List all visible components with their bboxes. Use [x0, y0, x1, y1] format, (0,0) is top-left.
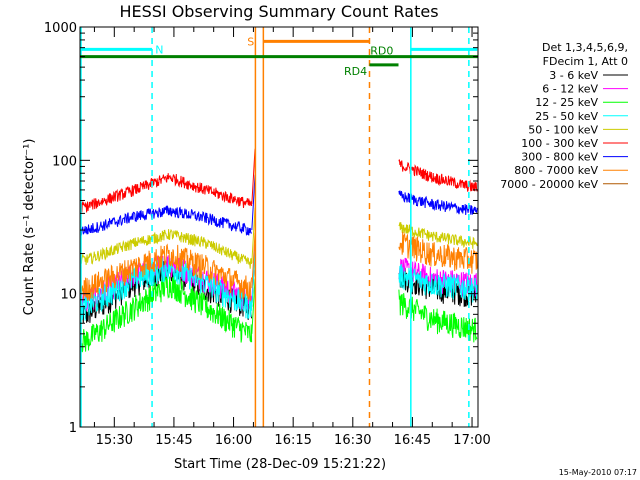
series-line-rise — [251, 148, 256, 205]
series-line-post — [398, 289, 478, 343]
series-line-post — [398, 190, 478, 216]
legend-label: 100 - 300 keV — [521, 137, 598, 150]
legend-header-1: Det 1,3,4,5,6,9, — [542, 41, 628, 54]
flag-label: RD4 — [344, 65, 367, 78]
x-tick-label: 15:45 — [155, 433, 192, 448]
series-line-post — [398, 264, 478, 303]
footer-timestamp: 15-May-2010 07:17 — [559, 468, 637, 477]
legend-label: 800 - 7000 keV — [514, 164, 598, 177]
axes-layer: 15:30 15:45 16:00 16:15 16:30 16:45 17:00 1 10 10… — [44, 21, 491, 448]
series-group — [79, 148, 478, 213]
series-line-pre — [79, 243, 253, 302]
x-tick-label: 16:00 — [215, 433, 252, 448]
series-line-pre — [79, 204, 252, 237]
legend: Det 1,3,4,5,6,9, FDecim 1, Att 0 3 - 6 k… — [500, 41, 628, 191]
chart-title: HESSI Observing Summary Count Rates — [119, 2, 438, 21]
series-group — [79, 276, 478, 355]
flag-label: N — [155, 43, 163, 56]
series-line-pre — [79, 276, 253, 355]
x-axis-label: Start Time (28-Dec-09 15:21:22) — [174, 457, 386, 472]
series-group — [79, 231, 478, 302]
y-axis-label: Count Rate (s⁻¹ detector⁻¹) — [22, 139, 37, 316]
series-line-pre — [79, 257, 253, 321]
plot-frame — [79, 26, 479, 428]
series-group — [79, 207, 478, 269]
series-line-rise — [251, 232, 256, 289]
series-group — [79, 251, 478, 321]
x-tick-label: 17:00 — [453, 433, 490, 448]
flag-label: RD0 — [370, 45, 393, 58]
series-line-rise — [251, 207, 256, 263]
x-tick-label: 15:30 — [96, 433, 133, 448]
x-tick-label: 16:30 — [334, 433, 371, 448]
flag-label: S — [247, 35, 254, 48]
x-tick-label: 16:45 — [394, 433, 431, 448]
series-group — [79, 174, 478, 237]
legend-label: 3 - 6 keV — [549, 69, 598, 82]
legend-label: 25 - 50 keV — [535, 110, 598, 123]
legend-label: 6 - 12 keV — [542, 83, 598, 96]
legend-label: 300 - 800 keV — [521, 151, 598, 164]
y-tick-label: 1000 — [44, 21, 77, 36]
legend-label: 7000 - 20000 keV — [500, 178, 598, 191]
legend-label: 50 - 100 keV — [528, 123, 598, 136]
series-line-pre — [79, 228, 253, 269]
y-tick-label: 10 — [60, 288, 77, 303]
legend-label: 12 - 25 keV — [535, 96, 598, 109]
legend-header-2: FDecim 1, Att 0 — [543, 55, 628, 68]
data-layer — [79, 148, 478, 355]
y-tick-label: 100 — [52, 154, 77, 169]
series-line-rise — [251, 174, 256, 231]
series-line-pre — [79, 173, 253, 213]
series-line-post — [398, 231, 478, 274]
x-tick-label: 16:15 — [274, 433, 311, 448]
series-line-post — [398, 159, 478, 192]
series-line-post — [398, 222, 478, 249]
series-line-rise — [251, 251, 256, 307]
y-tick-label: 1 — [69, 421, 77, 436]
series-line-rise — [251, 278, 256, 334]
